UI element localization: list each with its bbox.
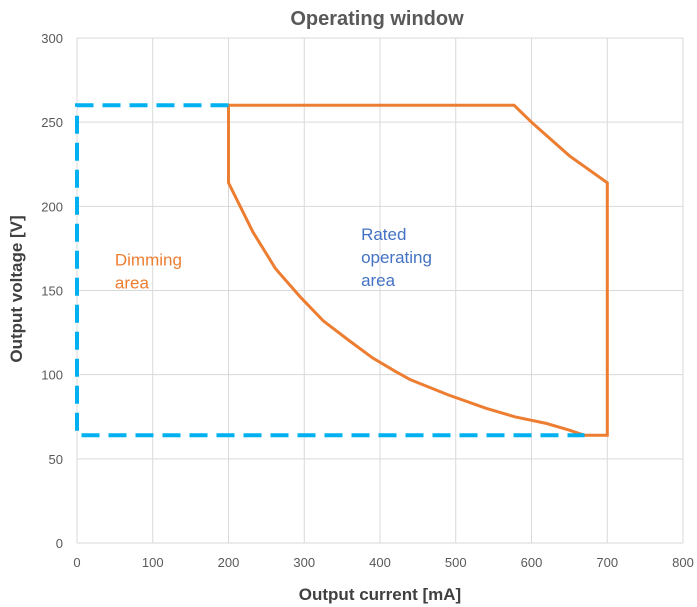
x-tick-label: 0 [73, 555, 80, 570]
grid [76, 37, 684, 544]
x-tick-label: 500 [445, 555, 467, 570]
series-line-1 [75, 103, 585, 438]
x-tick-label: 800 [672, 555, 694, 570]
annotation-line: Rated [361, 225, 406, 244]
y-tick-label: 150 [41, 284, 63, 299]
annotation-line: area [361, 271, 396, 290]
x-tick-label: 100 [142, 555, 164, 570]
x-tick-labels: 0 100 200 300 400 500 600 700 800 [73, 555, 693, 570]
x-tick-label: 300 [293, 555, 315, 570]
annotation-0: Dimming area [115, 250, 182, 292]
x-tick-label: 400 [369, 555, 391, 570]
annotations: Dimming area Rated operating area [115, 225, 432, 292]
y-tick-label: 200 [41, 199, 63, 214]
series-layer [75, 103, 609, 438]
y-tick-label: 300 [41, 31, 63, 46]
y-axis-title: Output voltage [V] [7, 215, 26, 362]
y-tick-labels: 0 50 100 150 200 250 300 [41, 31, 63, 551]
y-tick-label: 250 [41, 115, 63, 130]
annotation-1: Rated operating area [361, 225, 432, 290]
x-tick-label: 200 [218, 555, 240, 570]
annotation-line: operating [361, 248, 432, 267]
x-axis-title: Output current [mA] [299, 585, 461, 604]
annotation-line: Dimming [115, 250, 182, 269]
y-tick-label: 50 [49, 452, 63, 467]
chart-title: Operating window [290, 8, 464, 30]
x-tick-label: 600 [521, 555, 543, 570]
annotation-line: area [115, 273, 150, 292]
y-tick-label: 0 [56, 536, 63, 551]
y-tick-label: 100 [41, 368, 63, 383]
series-line-0 [227, 103, 609, 437]
x-tick-label: 700 [596, 555, 618, 570]
